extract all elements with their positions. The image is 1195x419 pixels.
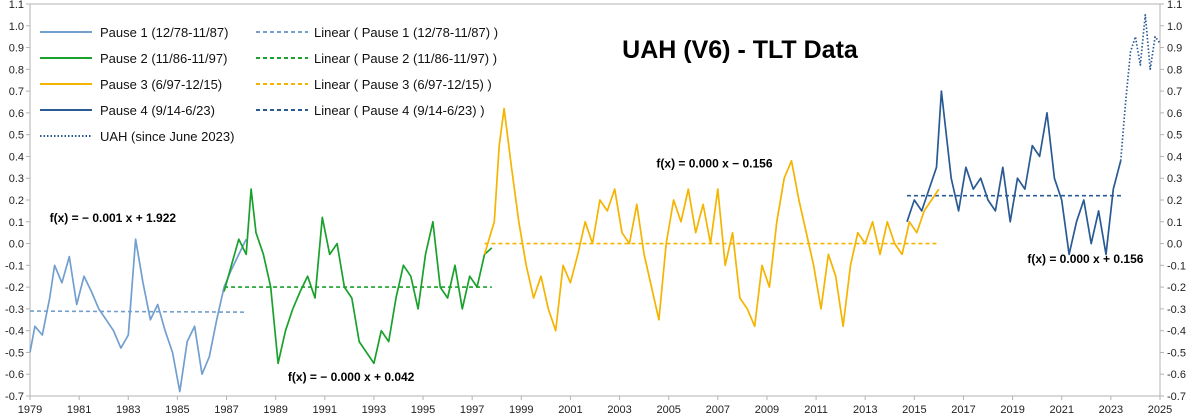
trend-equation: f(x) = 0.000 x + 0.156 — [1027, 252, 1143, 266]
y-tick-label-left: 0.5 — [9, 130, 24, 142]
legend-label: Linear ( Pause 4 (9/14-6/23) ) — [314, 103, 485, 118]
y-tick-label-left: 0.4 — [9, 151, 24, 163]
y-tick-label-right: 0.3 — [1167, 173, 1182, 185]
x-tick-label: 2007 — [706, 404, 730, 416]
x-tick-label: 2015 — [902, 404, 926, 416]
y-tick-label-right: -0.7 — [1167, 391, 1186, 403]
series-line — [29, 238, 247, 393]
y-tick-label-left: -0.4 — [5, 326, 24, 338]
x-tick-label: 1999 — [509, 404, 533, 416]
y-tick-label-right: 0.6 — [1167, 108, 1182, 120]
y-tick-label-right: 0.1 — [1167, 217, 1182, 229]
legend-label: Pause 1 (12/78-11/87) — [100, 25, 228, 40]
y-tick-label-left: -0.1 — [5, 260, 24, 272]
y-tick-label-right: -0.1 — [1167, 260, 1186, 272]
x-tick-label: 1997 — [460, 404, 484, 416]
y-axis-right: -0.7 -0.6 -0.5 -0.4 -0.3 -0.2 -0.1 0.0 0.1 0.2 0.3… — [1160, 0, 1186, 403]
y-tick-label-left: 0.3 — [9, 173, 24, 185]
series-line — [1119, 14, 1161, 161]
legend-label: Pause 3 (6/97-12/15) — [100, 77, 222, 92]
chart-title: UAH (V6) - TLT Data — [622, 36, 859, 64]
x-tick-label: 2001 — [558, 404, 582, 416]
x-tick-label: 2009 — [755, 404, 779, 416]
x-tick-label: 2021 — [1049, 404, 1073, 416]
x-tick-label: 1985 — [165, 404, 189, 416]
legend-label: Pause 4 (9/14-6/23) — [100, 103, 215, 118]
y-tick-label-right: 1.1 — [1167, 0, 1182, 11]
y-axis-left: -0.7 -0.6 -0.5 -0.4 -0.3 -0.2 -0.1 0.0 0.1 0.2 0.3… — [5, 0, 30, 403]
x-tick-label: 2023 — [1099, 404, 1123, 416]
x-tick-label: 1983 — [116, 404, 140, 416]
y-tick-label-left: 0.7 — [9, 86, 24, 98]
legend-label: UAH (since June 2023) — [100, 129, 234, 144]
series-lines — [29, 14, 1161, 393]
x-tick-label: 2013 — [853, 404, 877, 416]
y-tick-label-left: -0.2 — [5, 282, 24, 294]
legend-label: Linear ( Pause 2 (11/86-11/97) ) — [314, 51, 497, 66]
series-line — [223, 188, 493, 365]
x-tick-label: 2017 — [951, 404, 975, 416]
y-tick-label-left: 0.9 — [9, 43, 24, 55]
y-tick-label-right: -0.6 — [1167, 369, 1186, 381]
x-tick-label: 1993 — [362, 404, 386, 416]
y-tick-label-left: 0.0 — [9, 239, 24, 251]
trend-equation: f(x) = 0.000 x − 0.156 — [656, 156, 772, 170]
y-tick-label-right: 0.9 — [1167, 43, 1182, 55]
x-tick-label: 2025 — [1148, 404, 1172, 416]
x-tick-label: 2005 — [656, 404, 680, 416]
y-tick-label-right: -0.3 — [1167, 304, 1186, 316]
legend-label: Pause 2 (11/86-11/97) — [100, 51, 227, 66]
x-tick-label: 1989 — [263, 404, 287, 416]
x-tick-label: 1991 — [313, 404, 337, 416]
y-tick-label-left: 1.0 — [9, 21, 24, 33]
legend: Pause 1 (12/78-11/87) Linear ( Pause 1 (1… — [40, 25, 498, 144]
trend-equation: f(x) = − 0.000 x + 0.042 — [288, 370, 415, 384]
y-tick-label-right: 0.8 — [1167, 64, 1182, 76]
y-tick-label-left: -0.5 — [5, 347, 24, 359]
x-tick-label: 1981 — [67, 404, 91, 416]
x-tick-label: 2003 — [607, 404, 631, 416]
x-tick-label: 2019 — [1000, 404, 1024, 416]
x-tick-label: 2011 — [804, 404, 828, 416]
x-tick-label: 1987 — [214, 404, 238, 416]
y-tick-label-left: 0.2 — [9, 195, 24, 207]
legend-label: Linear ( Pause 1 (12/78-11/87) ) — [314, 25, 498, 40]
y-tick-label-left: 0.1 — [9, 217, 24, 229]
y-tick-label-right: 0.2 — [1167, 195, 1182, 207]
trend-equations: f(x) = − 0.001 x + 1.922 f(x) = − 0.000 x… — [50, 156, 1144, 383]
series-line — [906, 90, 1122, 256]
y-tick-label-left: 0.6 — [9, 108, 24, 120]
y-tick-label-right: -0.2 — [1167, 282, 1186, 294]
trendline — [29, 310, 247, 313]
y-tick-label-left: 1.1 — [9, 0, 24, 11]
y-tick-label-left: -0.3 — [5, 304, 24, 316]
x-tick-label: 1995 — [411, 404, 435, 416]
y-tick-label-right: -0.4 — [1167, 326, 1186, 338]
y-tick-label-right: 0.5 — [1167, 130, 1182, 142]
x-tick-label: 1979 — [18, 404, 42, 416]
series-line — [483, 107, 940, 332]
x-axis: 1979 1981 1983 1985 1987 1989 1991 1993 1995 1997… — [18, 396, 1172, 416]
y-tick-label-right: 1.0 — [1167, 21, 1182, 33]
y-tick-label-right: -0.5 — [1167, 347, 1186, 359]
trend-equation: f(x) = − 0.001 x + 1.922 — [50, 211, 177, 225]
y-tick-label-left: -0.6 — [5, 369, 24, 381]
legend-label: Linear ( Pause 3 (6/97-12/15) ) — [314, 77, 492, 92]
y-tick-label-right: 0.4 — [1167, 151, 1182, 163]
y-tick-label-left: -0.7 — [5, 391, 24, 403]
y-tick-label-right: 0.7 — [1167, 86, 1182, 98]
y-tick-label-left: 0.8 — [9, 64, 24, 76]
y-tick-label-right: 0.0 — [1167, 239, 1182, 251]
